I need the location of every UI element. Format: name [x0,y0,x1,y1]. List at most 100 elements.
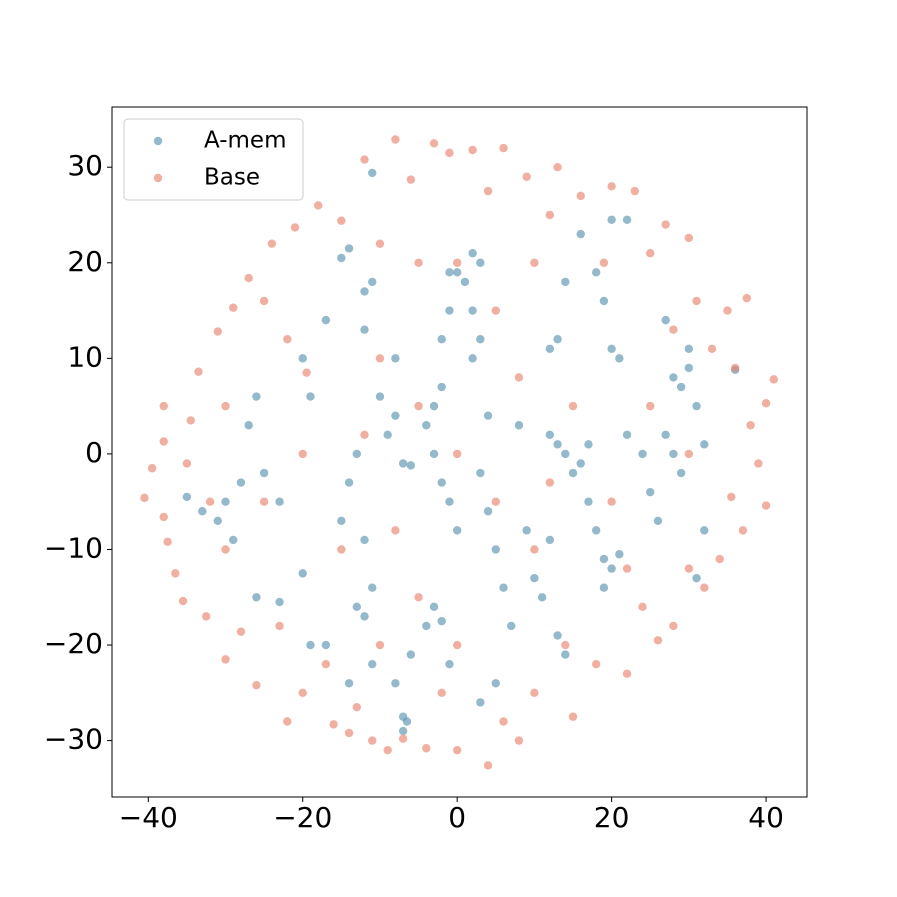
point [483,186,493,196]
point [414,593,423,602]
point [514,373,524,382]
point [329,720,338,729]
point [391,679,400,688]
point [275,621,284,631]
point [360,287,369,296]
point [283,717,292,726]
point [375,392,385,401]
point [437,382,446,392]
legend-label: Base [204,165,260,191]
point [483,411,493,420]
point [692,573,701,583]
point [414,258,423,267]
legend-marker [153,136,163,146]
x-tick-label: 0 [448,801,466,834]
point [452,449,462,459]
point [221,545,230,554]
point [452,640,462,650]
point [622,430,632,439]
point [553,163,562,172]
point [537,593,547,602]
point [468,354,477,363]
point [406,175,416,184]
point [568,401,578,411]
legend-box [123,118,304,201]
point [360,155,369,164]
point [398,726,408,736]
point [676,468,686,478]
point [568,468,578,478]
point [468,249,477,258]
point [460,277,470,287]
point [321,659,331,669]
point [607,182,616,191]
point [221,655,230,664]
point [236,627,246,636]
point [530,688,539,698]
point [213,327,222,336]
point [669,325,678,334]
point [576,459,585,468]
point [522,526,531,535]
point [700,526,709,535]
x-tick-label: 20 [594,801,630,834]
point [252,680,261,690]
point [761,501,771,510]
point [383,745,392,755]
point [491,545,500,554]
point [252,593,261,602]
point [591,526,601,535]
point [468,145,477,155]
point [360,430,369,439]
point [221,497,230,506]
point [545,210,555,220]
point [244,273,253,283]
point [514,736,524,745]
point [182,459,192,468]
point [337,216,346,225]
point [360,612,369,621]
point [561,449,570,459]
point [545,430,555,439]
point [437,688,446,698]
point [730,363,740,373]
point [715,554,724,564]
point [491,497,500,506]
point [727,492,736,502]
point [483,507,493,516]
point [391,354,400,363]
point [344,244,354,253]
point [545,478,555,487]
point [545,344,555,353]
point [140,493,149,503]
point [352,449,361,459]
point [429,139,439,148]
point [337,253,346,263]
point [561,277,570,287]
point [267,239,277,248]
point [229,535,238,545]
point [769,375,778,384]
point [746,421,755,430]
point [622,215,632,224]
point [445,306,454,315]
point [653,516,663,526]
point [676,382,686,392]
point [198,507,207,516]
x-tick-label: −40 [119,801,178,834]
point [159,401,168,411]
point [615,354,624,363]
point [437,616,446,626]
y-tick-label: −30 [44,723,103,756]
point [321,315,331,325]
point [452,745,462,755]
point [159,512,168,522]
y-tick-label: 20 [67,245,103,278]
point [391,135,400,144]
point [499,717,508,726]
point [669,373,678,382]
point [646,487,655,497]
point [684,344,694,353]
point [499,143,508,153]
